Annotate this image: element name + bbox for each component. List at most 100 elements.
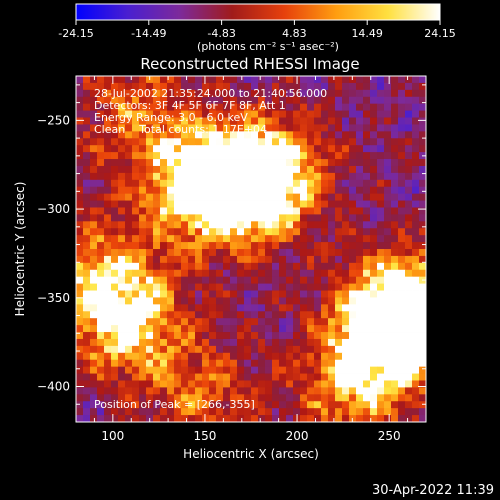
heatmap-cell: [335, 338, 343, 347]
heatmap-cell: [314, 276, 322, 284]
heatmap-cell: [76, 228, 84, 236]
heatmap-cell: [251, 228, 259, 236]
heatmap-cell: [209, 165, 217, 174]
heatmap-cell: [230, 138, 238, 146]
heatmap-cell: [209, 290, 217, 298]
heatmap-cell: [160, 276, 168, 284]
heatmap-cell: [321, 380, 329, 388]
heatmap-cell: [307, 408, 315, 416]
heatmap-cell: [216, 373, 224, 381]
heatmap-cell: [104, 394, 112, 402]
heatmap-cell: [132, 82, 140, 91]
heatmap-cell: [188, 152, 196, 160]
heatmap-cell: [405, 159, 413, 167]
heatmap-cell: [307, 338, 315, 347]
heatmap-cell: [328, 359, 336, 368]
heatmap-cell: [279, 255, 287, 264]
heatmap-cell: [139, 394, 147, 402]
heatmap-cell: [328, 338, 336, 347]
heatmap-cell: [377, 179, 385, 188]
heatmap-cell: [188, 82, 196, 91]
heatmap-cell: [391, 207, 399, 215]
heatmap-cell: [230, 290, 238, 298]
heatmap-cell: [300, 408, 308, 416]
heatmap-cell: [307, 89, 315, 98]
heatmap-cell: [286, 89, 294, 98]
heatmap-cell: [181, 373, 189, 381]
heatmap-cell: [265, 352, 273, 361]
heatmap-cell: [181, 103, 189, 111]
heatmap-cell: [90, 172, 98, 181]
heatmap-cell: [132, 235, 140, 243]
y-tick-label: −300: [37, 202, 70, 216]
heatmap-cell: [258, 152, 266, 160]
heatmap-cell: [153, 380, 161, 388]
heatmap-cell: [230, 338, 238, 347]
heatmap-cell: [174, 165, 182, 174]
heatmap-cell: [384, 408, 392, 416]
heatmap-cell: [104, 131, 112, 139]
heatmap-cell: [216, 304, 224, 312]
heatmap-cell: [286, 138, 294, 146]
heatmap-cell: [188, 345, 196, 354]
heatmap-cell: [335, 76, 343, 84]
heatmap-cell: [90, 352, 98, 361]
heatmap-cell: [83, 338, 91, 347]
heatmap-cell: [167, 235, 175, 243]
heatmap-cell: [90, 290, 98, 298]
heatmap-cell: [237, 408, 245, 416]
heatmap-cell: [279, 103, 287, 111]
heatmap-cell: [195, 89, 203, 98]
heatmap-cell: [419, 145, 427, 153]
heatmap-cell: [202, 269, 210, 278]
heatmap-cell: [118, 138, 126, 146]
heatmap-cell: [377, 124, 385, 132]
heatmap-cell: [251, 387, 259, 395]
y-tick-label: −400: [37, 380, 70, 394]
heatmap-cell: [237, 221, 245, 229]
heatmap-cell: [237, 262, 245, 271]
heatmap-cell: [398, 152, 406, 160]
heatmap-cell: [300, 159, 308, 167]
heatmap-cell: [286, 221, 294, 229]
heatmap-cell: [202, 283, 210, 291]
heatmap-cell: [293, 290, 301, 298]
heatmap-cell: [258, 193, 266, 201]
heatmap-cell: [153, 394, 161, 402]
heatmap-cell: [195, 207, 203, 215]
heatmap-cell: [272, 200, 280, 208]
heatmap-cell: [293, 214, 301, 222]
heatmap-cell: [356, 297, 364, 305]
heatmap-cell: [118, 207, 126, 215]
heatmap-cell: [167, 387, 175, 395]
heatmap-cell: [188, 235, 196, 243]
heatmap-cell: [125, 103, 133, 111]
heatmap-cell: [223, 82, 231, 91]
heatmap-cell: [223, 193, 231, 201]
heatmap-cell: [398, 235, 406, 243]
heatmap-cell: [265, 366, 273, 374]
heatmap-cell: [83, 138, 91, 146]
heatmap-cell: [251, 297, 259, 305]
heatmap-cell: [195, 297, 203, 305]
heatmap-cell: [202, 297, 210, 305]
heatmap-cell: [300, 415, 308, 423]
heatmap-cell: [279, 401, 287, 409]
heatmap-cell: [202, 89, 210, 98]
heatmap-cell: [118, 380, 126, 388]
heatmap-cell: [209, 262, 217, 271]
heatmap-cell: [272, 332, 280, 340]
heatmap-cell: [384, 235, 392, 243]
heatmap-cell: [153, 345, 161, 354]
heatmap-cell: [370, 179, 378, 188]
heatmap-cell: [405, 165, 413, 174]
heatmap-cell: [104, 96, 112, 105]
heatmap-cell: [174, 159, 182, 167]
heatmap-cell: [76, 221, 84, 229]
heatmap-cell: [272, 318, 280, 326]
heatmap-cell: [216, 76, 224, 84]
heatmap-cell: [216, 131, 224, 139]
heatmap-cell: [76, 179, 84, 188]
heatmap-cell: [328, 276, 336, 284]
heatmap-cell: [356, 145, 364, 153]
